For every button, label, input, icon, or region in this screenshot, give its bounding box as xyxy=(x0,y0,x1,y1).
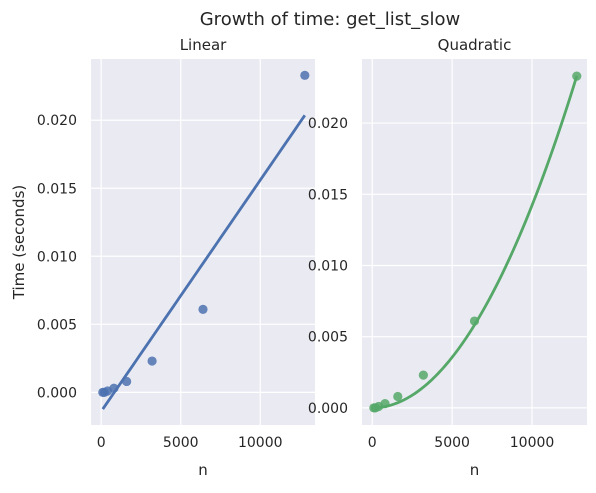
subplot-title: Linear xyxy=(180,36,227,54)
y-tick-label: 0.020 xyxy=(308,116,348,132)
data-point xyxy=(109,383,119,393)
x-axis-label: n xyxy=(198,461,208,479)
fit-line xyxy=(101,114,306,410)
data-point xyxy=(147,356,157,366)
x-tick-label: 0 xyxy=(97,435,106,451)
x-tick-label: 10000 xyxy=(510,435,555,451)
plot-area xyxy=(362,59,587,425)
x-axis-label: n xyxy=(470,461,480,479)
x-tick-label: 5000 xyxy=(434,435,470,451)
data-point xyxy=(393,391,403,402)
y-tick-label: 0.010 xyxy=(308,258,348,274)
data-point xyxy=(300,70,310,80)
subplot-title: Quadratic xyxy=(438,36,512,54)
y-tick-label: 0.005 xyxy=(37,317,77,333)
data-point xyxy=(198,304,208,314)
y-axis-label: Time (seconds) xyxy=(10,185,28,301)
x-tick-label: 0 xyxy=(368,435,377,451)
subplot-2: 0 5000 10000 0.000 0.005 0.010 0.015 0.020 Quadr… xyxy=(308,36,587,479)
plot-area xyxy=(91,59,315,425)
y-tick-label: 0.000 xyxy=(37,385,77,401)
subplot-1: 0 5000 10000 0.000 0.005 0.010 0.015 0.020 Linea… xyxy=(10,36,315,479)
data-point xyxy=(572,71,582,81)
data-point xyxy=(122,376,132,387)
data-point xyxy=(418,370,428,380)
y-tick-label: 0.020 xyxy=(37,113,77,129)
y-tick-label: 0.005 xyxy=(308,330,348,346)
y-tick-label: 0.010 xyxy=(37,249,77,265)
data-point xyxy=(380,399,390,409)
y-tick-label: 0.000 xyxy=(308,401,348,417)
figure-title: Growth of time: get_list_slow xyxy=(200,9,461,30)
data-point xyxy=(469,316,480,326)
y-tick-label: 0.015 xyxy=(308,187,348,203)
x-tick-label: 5000 xyxy=(163,435,199,451)
y-tick-label: 0.015 xyxy=(37,181,77,197)
x-tick-label: 10000 xyxy=(238,435,283,451)
